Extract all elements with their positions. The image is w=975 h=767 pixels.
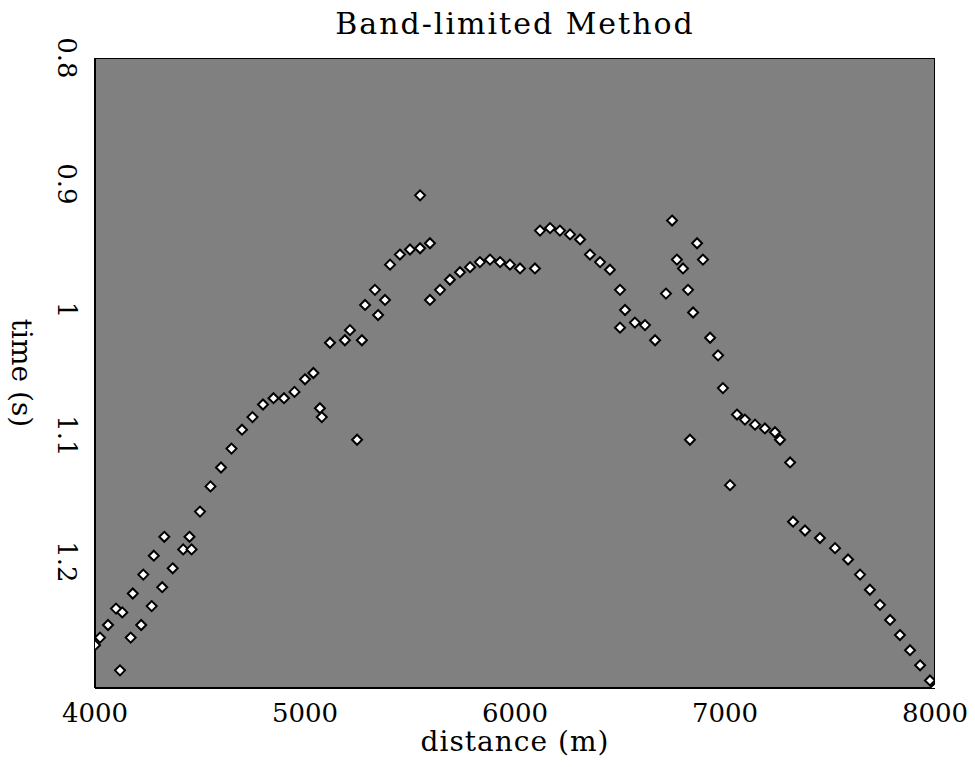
svg-text:5000: 5000: [272, 698, 338, 728]
svg-text:6000: 6000: [482, 698, 548, 728]
svg-text:8000: 8000: [902, 698, 968, 728]
svg-text:1.1: 1.1: [52, 415, 82, 456]
html-text:distance (m): distance (m): [420, 725, 610, 758]
svg-text:1.2: 1.2: [52, 541, 82, 582]
svg-text:4000: 4000: [62, 698, 128, 728]
svg-text:0.8: 0.8: [52, 37, 82, 78]
svg-text:0.9: 0.9: [52, 163, 82, 204]
svg-text:time (s): time (s): [5, 319, 38, 427]
html-text:Band-limited Method: Band-limited Method: [335, 6, 695, 41]
svg-text:7000: 7000: [692, 698, 758, 728]
svg-text:1: 1: [52, 302, 82, 319]
